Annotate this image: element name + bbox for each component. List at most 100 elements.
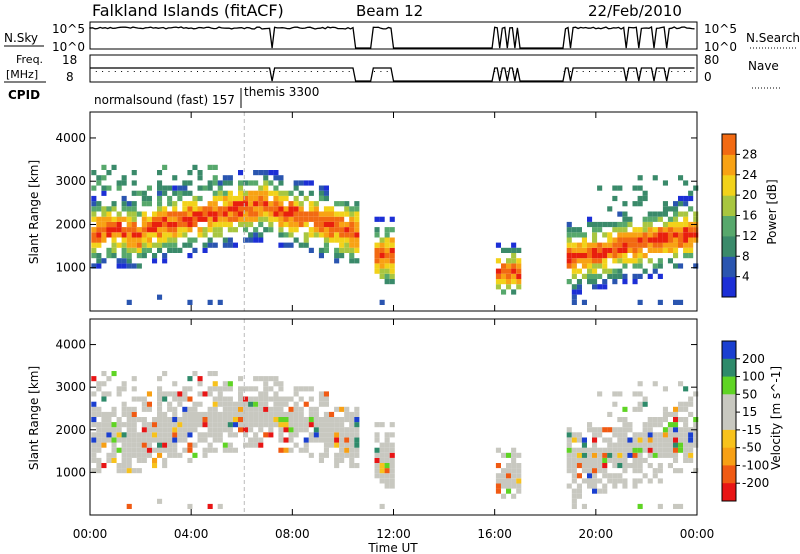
velocity-cell: [121, 401, 127, 407]
velocity-cell: [167, 447, 173, 453]
power-cell: [253, 201, 259, 207]
power-cell: [678, 232, 684, 238]
velocity-cell: [172, 422, 178, 428]
velocity-cell: [329, 411, 335, 417]
power-cell: [238, 185, 244, 191]
velocity-cell: [187, 442, 193, 448]
velocity-cell: [202, 391, 208, 397]
velocity-cell: [511, 493, 517, 499]
velocity-cell: [111, 371, 117, 377]
power-cell: [131, 190, 137, 196]
velocity-cell: [637, 432, 643, 438]
velocity-cell: [217, 427, 223, 433]
power-cell: [506, 284, 512, 290]
power-cell: [516, 258, 522, 264]
power-cell: [91, 242, 97, 248]
velocity-cell: [308, 452, 314, 458]
power-cell: [263, 206, 269, 212]
power-cell: [157, 227, 163, 233]
velocity-cell: [632, 483, 638, 489]
velocity-cell: [258, 427, 264, 433]
nsky-tick-bottom: 10^0: [52, 40, 85, 54]
velocity-cell: [268, 417, 274, 423]
velocity-cell: [227, 411, 233, 417]
velocity-cell: [278, 437, 284, 443]
velocity-cell: [323, 442, 329, 448]
power-cell: [566, 227, 572, 233]
velocity-cell: [217, 401, 223, 407]
velocity-colorbar-label: Velocity [m s^-1]: [769, 366, 783, 470]
velocity-cell: [131, 427, 137, 433]
velocity-cell: [177, 417, 183, 423]
velocity-cell: [673, 432, 679, 438]
power-cell: [662, 221, 668, 228]
velocity-cell: [298, 406, 304, 412]
velocity-cell: [637, 452, 643, 458]
velocity-cell: [197, 417, 203, 423]
power-cell: [192, 247, 198, 253]
velocity-cell: [678, 401, 684, 407]
power-cell: [248, 201, 254, 207]
power-cell: [106, 216, 112, 222]
power-cell: [384, 263, 390, 269]
power-cell: [298, 206, 304, 212]
power-cell: [197, 185, 203, 191]
velocity-cell: [126, 463, 132, 469]
velocity-cell: [506, 488, 512, 494]
power-cell: [182, 180, 188, 186]
power-cell: [384, 279, 390, 285]
power-cell: [293, 185, 299, 191]
velocity-cell: [576, 457, 582, 463]
power-cell: [622, 242, 628, 248]
power-cell: [238, 211, 244, 217]
velocity-cell: [389, 457, 395, 463]
velocity-cell: [268, 422, 274, 428]
ytick-label: 2000: [55, 423, 86, 437]
velocity-cell: [111, 437, 117, 443]
power-cell: [248, 195, 254, 202]
velocity-cell: [116, 432, 122, 438]
power-cell: [131, 227, 137, 233]
velocity-cell: [131, 452, 137, 458]
velocity-cell: [222, 406, 228, 412]
xtick-label: 04:00: [174, 527, 209, 541]
power-cell: [667, 237, 673, 243]
power-cell: [227, 227, 233, 233]
power-cell: [162, 216, 168, 222]
power-cell: [673, 201, 679, 207]
power-cell: [632, 263, 638, 269]
velocity-cell: [167, 432, 173, 438]
velocity-cell: [187, 386, 193, 392]
velocity-cell: [172, 427, 178, 433]
velocity-cell: [212, 427, 218, 433]
power-cell: [141, 190, 147, 196]
velocity-cell: [126, 503, 132, 509]
power-cell: [602, 279, 608, 285]
power-cell: [111, 164, 117, 170]
velocity-cell: [207, 386, 213, 392]
velocity-cell: [146, 406, 152, 412]
power-cell: [182, 201, 188, 207]
power-cell: [637, 195, 643, 202]
power-cell: [238, 180, 244, 186]
power-cell: [349, 227, 355, 233]
velocity-cell: [384, 442, 390, 448]
power-cell: [379, 242, 385, 248]
power-cell: [157, 242, 163, 248]
velocity-cell: [101, 463, 107, 469]
ytick-label: 3000: [55, 380, 86, 394]
power-cell: [253, 232, 259, 238]
velocity-cell: [303, 417, 309, 423]
velocity-cell: [243, 417, 249, 423]
velocity-cell: [344, 411, 350, 417]
power-cell: [566, 263, 572, 269]
power-cell: [273, 190, 279, 196]
velocity-cell: [622, 437, 628, 443]
power-cell: [212, 180, 218, 186]
velocity-cell: [313, 417, 319, 423]
velocity-cell: [106, 391, 112, 397]
velocity-cell: [389, 473, 395, 479]
velocity-cell: [627, 437, 633, 443]
velocity-cell: [187, 432, 193, 438]
power-cell: [227, 237, 233, 243]
